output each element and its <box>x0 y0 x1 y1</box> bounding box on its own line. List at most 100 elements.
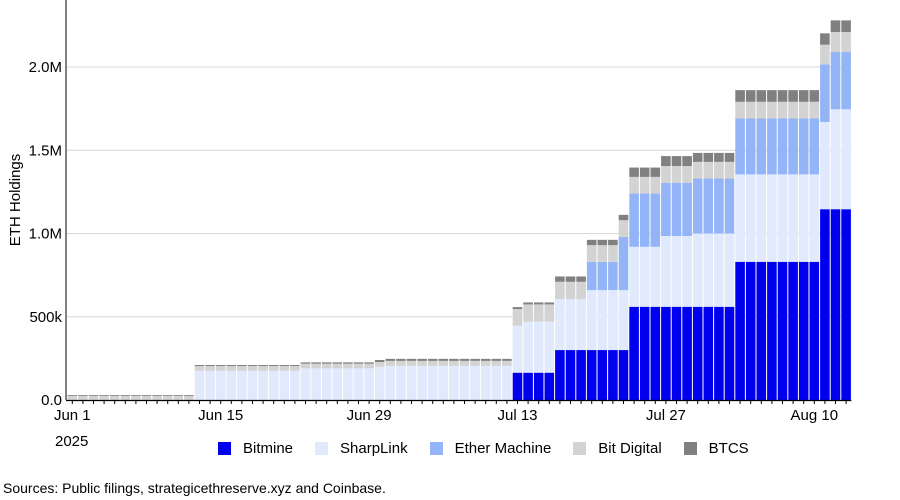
bar-sharplink <box>343 368 353 400</box>
bars <box>67 20 851 400</box>
bar-bit-digital <box>629 176 639 194</box>
legend-item-sharplink: SharpLink <box>315 440 408 457</box>
bar-btcs <box>682 156 692 167</box>
bar-ether-machine <box>724 178 735 234</box>
bar-sharplink <box>480 365 491 400</box>
legend-item-bitmine: Bitmine <box>218 440 293 457</box>
bar-bit-digital <box>809 101 820 119</box>
bar-sharplink <box>279 370 290 400</box>
y-tick-label: 1.0M <box>29 226 62 243</box>
bar-bit-digital <box>597 245 608 262</box>
bar-sharplink <box>226 370 237 400</box>
bar-btcs <box>565 276 576 282</box>
bar-bit-digital <box>268 366 279 371</box>
bar-bit-digital <box>406 360 417 366</box>
bar-sharplink <box>544 321 555 373</box>
bar-btcs <box>247 365 258 367</box>
bar-btcs <box>67 395 78 396</box>
bar-bitmine <box>597 350 608 400</box>
bar-sharplink <box>533 321 544 373</box>
bar-btcs <box>629 167 639 177</box>
bar-sharplink <box>629 246 639 307</box>
bar-bit-digital <box>427 360 438 366</box>
bar-bit-digital <box>692 161 703 179</box>
bar-btcs <box>374 360 385 363</box>
bar-bit-digital <box>247 366 258 371</box>
bar-btcs <box>671 156 682 167</box>
bar-ether-machine <box>703 178 714 234</box>
bar-bit-digital <box>67 395 78 400</box>
bar-btcs <box>745 90 756 102</box>
bar-btcs <box>576 276 586 282</box>
bar-btcs <box>459 358 470 361</box>
bar-bit-digital <box>703 161 714 179</box>
bar-ether-machine <box>597 261 608 291</box>
bar-sharplink <box>608 290 618 351</box>
bar-bit-digital <box>682 166 692 183</box>
bar-bit-digital <box>841 32 851 53</box>
bar-btcs <box>650 167 661 177</box>
bar-btcs <box>385 358 396 361</box>
bar-btcs <box>586 239 597 246</box>
bar-sharplink <box>618 290 629 351</box>
bar-sharplink <box>417 365 427 400</box>
axes: 0.0 500k 1.0M 1.5M 2.0M Jun 1 Jun 15 Jun 29 Jul … <box>29 0 852 424</box>
bar-sharplink <box>724 233 735 307</box>
bar-bit-digital <box>332 363 343 369</box>
bar-bit-digital <box>735 101 745 119</box>
bar-ether-machine <box>682 182 692 236</box>
bar-sharplink <box>438 365 449 400</box>
bar-sharplink <box>714 233 724 307</box>
bar-bitmine <box>533 372 544 400</box>
bar-ether-machine <box>756 118 767 175</box>
bar-btcs <box>724 152 735 162</box>
legend-label: SharpLink <box>340 440 408 457</box>
bar-bit-digital <box>661 166 671 183</box>
bar-bit-digital <box>88 395 99 400</box>
bar-bitmine <box>777 261 788 400</box>
bar-btcs <box>692 152 703 162</box>
bar-bitmine <box>714 306 724 400</box>
bar-ether-machine <box>650 193 661 247</box>
bar-btcs <box>141 395 152 396</box>
bar-sharplink <box>374 366 385 400</box>
bar-sharplink <box>470 365 480 400</box>
bar-bitmine <box>724 306 735 400</box>
bar-sharplink <box>767 174 777 262</box>
bar-bit-digital <box>162 395 173 400</box>
bar-sharplink <box>639 246 650 307</box>
bar-ether-machine <box>745 118 756 175</box>
bar-bit-digital <box>544 304 555 322</box>
bar-btcs <box>290 365 300 367</box>
bar-ether-machine <box>798 118 809 175</box>
bar-btcs <box>480 358 491 361</box>
bar-sharplink <box>311 368 321 400</box>
bar-btcs <box>618 214 629 221</box>
bar-ether-machine <box>820 64 830 122</box>
x-tick-label: Jun 15 <box>198 407 243 424</box>
bar-sharplink <box>523 321 533 373</box>
bar-sharplink <box>427 365 438 400</box>
bar-bit-digital <box>618 220 629 237</box>
bar-sharplink <box>735 174 745 262</box>
bar-bit-digital <box>131 395 141 400</box>
bar-btcs <box>88 395 99 396</box>
bar-btcs <box>194 365 205 367</box>
bar-bitmine <box>576 350 586 400</box>
bar-sharplink <box>258 370 268 400</box>
bar-bit-digital <box>258 366 268 371</box>
bar-btcs <box>470 358 480 361</box>
bar-btcs <box>608 239 618 246</box>
source-note: Sources: Public filings, strategicethres… <box>3 480 386 496</box>
bar-ether-machine <box>735 118 745 175</box>
bar-btcs <box>396 358 406 361</box>
bar-bit-digital <box>300 363 311 369</box>
bar-bitmine <box>512 372 523 400</box>
bar-btcs <box>343 362 353 364</box>
bar-bit-digital <box>173 395 184 400</box>
bar-btcs <box>258 365 268 367</box>
bar-btcs <box>512 307 523 310</box>
bar-btcs <box>820 33 830 45</box>
bar-bit-digital <box>555 281 565 300</box>
bar-bit-digital <box>194 366 205 371</box>
